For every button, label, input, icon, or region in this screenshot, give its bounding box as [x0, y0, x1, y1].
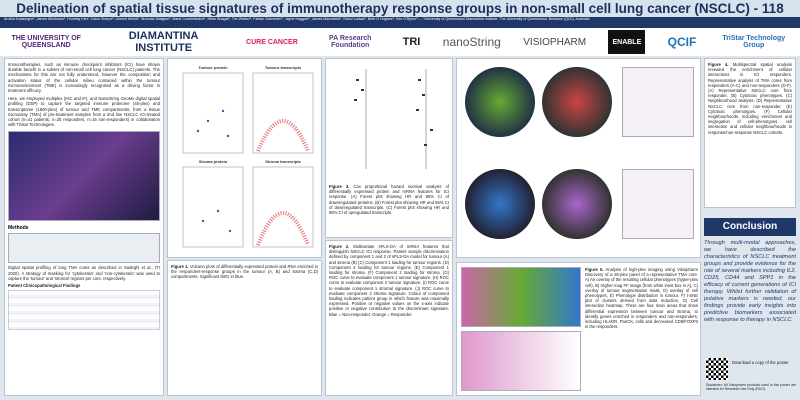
- conclusion-heading: Conclusion: [704, 218, 796, 236]
- hyperplex-image: [461, 267, 581, 327]
- figure-label: Figure 1.: [171, 264, 189, 269]
- methods-text: Digital spatial profiling of lung TMA co…: [8, 265, 160, 281]
- logo: TriStar Technology Group: [722, 35, 786, 49]
- figure-label: Figure 5.: [585, 267, 604, 272]
- caption: Volcano plots of differentially expresse…: [171, 264, 318, 280]
- core-image: [542, 169, 612, 239]
- figure-label: Figure 3.: [329, 184, 350, 189]
- logo: ENABLE: [608, 30, 646, 54]
- intro-text: Immunotherapies, such as immune checkpoi…: [8, 62, 160, 94]
- figure-label: Figure 4.: [708, 62, 729, 67]
- logo: nanoString: [442, 35, 501, 49]
- figure-2: Figure 2. Multivariate sPLS-DA of mRNA f…: [325, 240, 453, 396]
- logo: QCIF: [667, 35, 697, 49]
- figure-3: Figure 3. Cox proportional hazard surviv…: [325, 58, 453, 238]
- caption: Multispectral spatial analysis revealed …: [708, 62, 792, 135]
- tma-image: [8, 131, 160, 222]
- figure-1: Tumour protein Tumour transcripts Stroma…: [167, 58, 322, 258]
- logo: CURE CANCER: [246, 38, 298, 46]
- methods-heading: Methods: [8, 225, 29, 232]
- table-title: Patient Clinicopathological Findings: [8, 283, 81, 289]
- caption: Cox proportional hazard survival analysi…: [329, 184, 450, 216]
- core-image: [465, 67, 535, 137]
- figure-1-caption: Figure 1. Volcano plots of differentiall…: [167, 260, 322, 396]
- panel-title: Stroma transcripts: [265, 159, 301, 164]
- heatmap: [622, 67, 694, 137]
- download-text: Download a copy of the poster: [732, 360, 789, 365]
- title: Delineation of spatial tissue signatures…: [16, 1, 784, 16]
- authors: Arutha Kulasinghe¹, James Monkman¹, Hone…: [0, 17, 800, 28]
- tsne-plot: [461, 331, 581, 391]
- figure-4-images: [456, 58, 701, 258]
- core-image: [542, 67, 612, 137]
- clinical-table: [8, 290, 160, 331]
- methods-diagram: [8, 233, 160, 264]
- logo: VISIOPHARM: [523, 36, 587, 48]
- conclusion-text: Through multi-modal approaches, we have …: [704, 240, 796, 323]
- logo: THE UNIVERSITY OF QUEENSLAND: [11, 35, 81, 49]
- panel-title: Tumour protein: [198, 65, 228, 70]
- title-bar: Delineation of spatial tissue signatures…: [0, 0, 800, 17]
- caption: Analysis of high-plex imaging using Visi…: [585, 267, 699, 330]
- logo-row: THE UNIVERSITY OF QUEENSLAND DIAMANTINA …: [0, 28, 800, 56]
- panel-title: Stroma protein: [198, 159, 228, 164]
- logo: PA Research Foundation: [328, 35, 372, 49]
- disclaimer: Disclaimer: All Visiopharm products used…: [706, 383, 796, 391]
- heatmap: [622, 169, 694, 239]
- qr-code: [706, 358, 728, 380]
- figure-4-caption: Figure 4. Multispectral spatial analysis…: [704, 58, 796, 208]
- figure-5: Figure 5. Analysis of high-plex imaging …: [456, 262, 701, 396]
- core-image: [465, 169, 535, 239]
- figure-label: Figure 2.: [329, 244, 350, 249]
- forest-plots: [354, 69, 433, 169]
- intro-text: Here, we employed multiplex (IHC and IF)…: [8, 96, 160, 128]
- intro-panel: Immunotherapies, such as immune checkpoi…: [4, 58, 164, 396]
- caption: Multivariate sPLS-DA of mRNA features th…: [329, 244, 450, 317]
- panel-title: Tumour transcripts: [264, 65, 302, 70]
- logo: TRI: [402, 36, 421, 48]
- logo: DIAMANTINA INSTITUTE: [128, 30, 199, 54]
- volcano-plots: [182, 72, 314, 248]
